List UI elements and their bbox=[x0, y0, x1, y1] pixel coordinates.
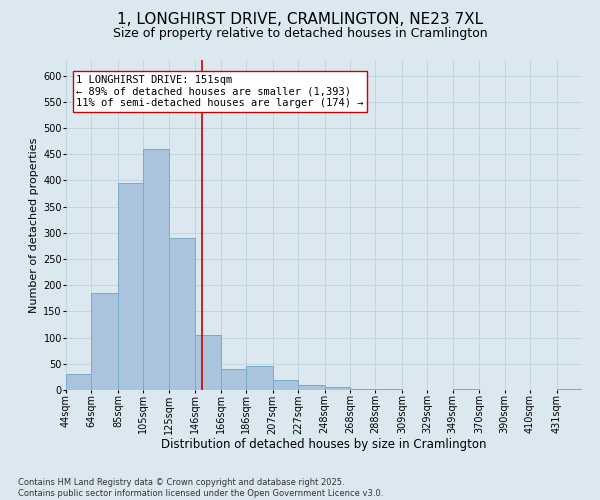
Bar bbox=[196, 335, 221, 390]
Bar bbox=[298, 385, 325, 390]
Bar bbox=[272, 380, 298, 390]
Bar bbox=[350, 389, 376, 390]
Bar bbox=[246, 366, 272, 390]
X-axis label: Distribution of detached houses by size in Cramlington: Distribution of detached houses by size … bbox=[161, 438, 487, 451]
Y-axis label: Number of detached properties: Number of detached properties bbox=[29, 138, 39, 312]
Bar bbox=[91, 293, 118, 390]
Bar bbox=[66, 374, 91, 390]
Bar bbox=[325, 388, 350, 390]
Text: 1 LONGHIRST DRIVE: 151sqm
← 89% of detached houses are smaller (1,393)
11% of se: 1 LONGHIRST DRIVE: 151sqm ← 89% of detac… bbox=[76, 75, 364, 108]
Bar bbox=[169, 238, 196, 390]
Bar bbox=[118, 183, 143, 390]
Bar bbox=[221, 369, 246, 390]
Text: Contains HM Land Registry data © Crown copyright and database right 2025.
Contai: Contains HM Land Registry data © Crown c… bbox=[18, 478, 383, 498]
Text: Size of property relative to detached houses in Cramlington: Size of property relative to detached ho… bbox=[113, 28, 487, 40]
Text: 1, LONGHIRST DRIVE, CRAMLINGTON, NE23 7XL: 1, LONGHIRST DRIVE, CRAMLINGTON, NE23 7X… bbox=[117, 12, 483, 28]
Bar bbox=[143, 149, 169, 390]
